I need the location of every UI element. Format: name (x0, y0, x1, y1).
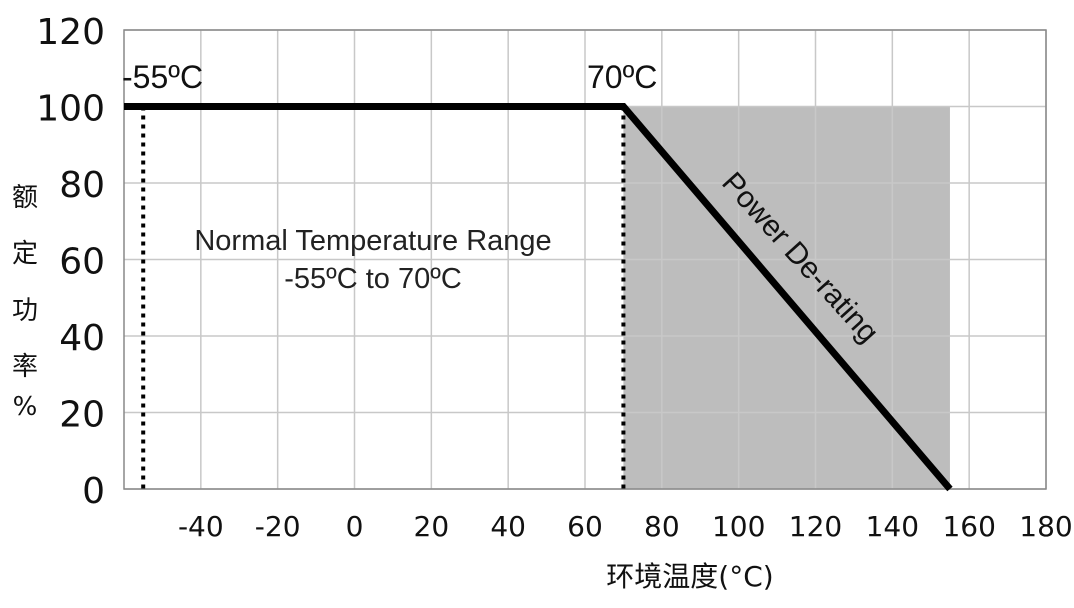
y-axis-title-char: 额 (12, 183, 39, 213)
x-tick-label: -40 (178, 510, 224, 543)
y-tick-label: 20 (59, 395, 105, 436)
x-tick-label: 100 (712, 510, 765, 543)
y-axis-title-char: % (12, 392, 38, 422)
y-axis-title-char: 功 (12, 296, 39, 326)
y-tick-label: 40 (59, 318, 105, 359)
x-tick-label: 80 (644, 510, 680, 543)
x-tick-label: 0 (346, 510, 364, 543)
plot-frame (123, 29, 1047, 490)
derating-curve (124, 103, 953, 492)
y-tick-label: 80 (59, 165, 105, 206)
reference-labels: -55ºC 70ºC (122, 59, 657, 95)
reference-label: -55ºC (122, 59, 203, 95)
y-tick-label: 120 (36, 12, 105, 53)
x-tick-label: 140 (866, 510, 919, 543)
y-axis-title-char: 率 (12, 352, 39, 382)
y-tick-label: 0 (82, 471, 105, 512)
y-axis-title-char: 定 (12, 239, 39, 269)
normal-range-label-line2: -55ºC to 70ºC (284, 263, 462, 295)
x-tick-label: 20 (414, 510, 450, 543)
reference-label: 70ºC (587, 59, 657, 95)
y-tick-label: 60 (59, 242, 105, 283)
x-tick-label: 160 (942, 510, 995, 543)
x-tick-label: 120 (789, 510, 842, 543)
y-tick-label: 100 (36, 89, 105, 130)
x-tick-label: 180 (1019, 510, 1072, 543)
reference-lines (141, 106, 626, 489)
x-tick-label: 60 (567, 510, 603, 543)
normal-range-label-line1: Normal Temperature Range (194, 225, 551, 257)
x-tick-label: 40 (490, 510, 526, 543)
y-tick-labels: 0 20 40 60 80 100 120 (36, 12, 105, 512)
x-tick-labels: -40 -20 0 20 40 60 80 100 120 140 160 180 (178, 510, 1073, 543)
x-axis-title: 环境温度(°C) (606, 560, 773, 593)
x-tick-label: -20 (255, 510, 301, 543)
